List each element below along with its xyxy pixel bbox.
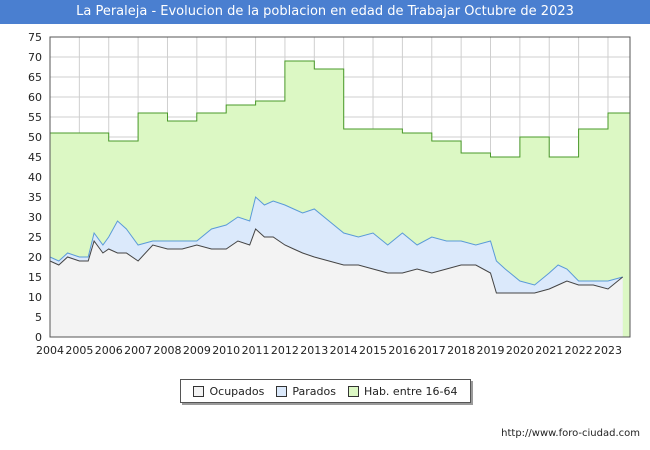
series-areas — [49, 60, 630, 337]
legend-label-ocupados: Ocupados — [209, 384, 265, 398]
series-line-parados — [49, 196, 623, 286]
y-tick-label: 15 — [28, 271, 42, 284]
x-tick-label: 2007 — [124, 344, 152, 354]
x-tick-label: 2009 — [183, 344, 211, 354]
plot-frame — [49, 36, 631, 338]
x-tick-label: 2013 — [300, 344, 328, 354]
x-tick-label: 2012 — [271, 344, 299, 354]
x-tick-labels: 2004 2005 2006 2007 2008 2009 2010 2011 2012 2013… — [36, 344, 622, 354]
y-tick-label: 45 — [28, 151, 42, 164]
axes — [49, 36, 631, 338]
legend-label-habitantes: Hab. entre 16-64 — [363, 384, 458, 398]
x-tick-label: 2016 — [388, 344, 416, 354]
x-tick-label: 2020 — [506, 344, 534, 354]
x-tick-label: 2014 — [330, 344, 358, 354]
legend-label-parados: Parados — [292, 384, 336, 398]
x-tick-label: 2010 — [212, 344, 240, 354]
y-tick-label: 20 — [28, 251, 42, 264]
chart-title: La Peraleja - Evolucion de la poblacion … — [0, 0, 650, 24]
series-line-hab-entre-16-64 — [50, 60, 630, 158]
x-tick-label: 2023 — [594, 344, 622, 354]
y-tick-label: 25 — [28, 231, 42, 244]
chart-plot: 2004 2005 2006 2007 2008 2009 2010 2011 2012 2013… — [28, 31, 631, 354]
x-tick-label: 2017 — [418, 344, 446, 354]
legend-swatch-ocupados — [193, 385, 205, 397]
x-tick-label: 2005 — [65, 344, 93, 354]
y-tick-label: 75 — [28, 31, 42, 44]
legend-item-habitantes: Hab. entre 16-64 — [347, 384, 458, 398]
legend-item-ocupados: Ocupados — [193, 385, 264, 398]
x-tick-label: 2019 — [477, 344, 505, 354]
y-tick-label: 10 — [28, 291, 42, 304]
y-tick-label: 55 — [28, 111, 42, 124]
y-tick-label: 35 — [28, 191, 42, 204]
legend-swatch-habitantes — [347, 385, 359, 397]
x-tick-label: 2011 — [242, 344, 270, 354]
y-tick-labels: 0 5 10 15 20 25 30 35 40 45 50 55 60 65 70 75 — [28, 31, 42, 344]
footer-source-link[interactable]: http://www.foro-ciudad.com — [501, 428, 640, 439]
x-tick-label: 2006 — [95, 344, 123, 354]
legend-swatch-parados — [276, 385, 288, 397]
x-tick-label: 2015 — [359, 344, 387, 354]
legend-item-parados: Parados — [276, 385, 336, 398]
series-area-ocupados — [50, 229, 623, 337]
chart-legend: Ocupados Parados Hab. entre 16-64 — [180, 379, 471, 403]
y-tick-label: 30 — [28, 211, 42, 224]
y-tick-label: 5 — [35, 311, 42, 324]
y-tick-label: 70 — [28, 51, 42, 64]
x-tick-label: 2004 — [36, 344, 64, 354]
y-tick-label: 50 — [28, 131, 42, 144]
x-tick-label: 2021 — [535, 344, 563, 354]
y-tick-label: 60 — [28, 91, 42, 104]
y-tick-label: 65 — [28, 71, 42, 84]
y-tick-label: 0 — [35, 331, 42, 344]
y-tick-label: 40 — [28, 171, 42, 184]
x-tick-label: 2022 — [565, 344, 593, 354]
series-line-ocupados — [49, 228, 624, 294]
x-tick-label: 2018 — [447, 344, 475, 354]
x-tick-label: 2008 — [153, 344, 181, 354]
